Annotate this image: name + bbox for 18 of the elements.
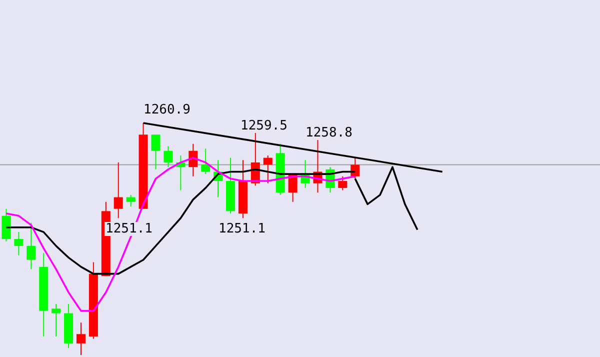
candlestick — [14, 232, 24, 256]
candlestick — [2, 208, 11, 242]
candlestick — [114, 162, 123, 219]
candlestick — [201, 148, 210, 175]
candlestick — [151, 134, 160, 170]
candlestick — [26, 222, 36, 270]
annotation: 1258.8 — [306, 125, 352, 140]
candlestick — [164, 146, 173, 168]
candlestick — [126, 194, 136, 208]
candlestick — [350, 157, 360, 180]
text: 1260.9 — [144, 102, 190, 118]
annotation: 1251.1 — [106, 221, 152, 236]
candlestick — [52, 303, 61, 337]
candlestick — [263, 154, 272, 184]
candlestick — [76, 322, 86, 356]
annotation: 1251.1 — [218, 221, 266, 236]
annotation: 1259.5 — [240, 118, 288, 134]
candlestick — [338, 176, 348, 191]
